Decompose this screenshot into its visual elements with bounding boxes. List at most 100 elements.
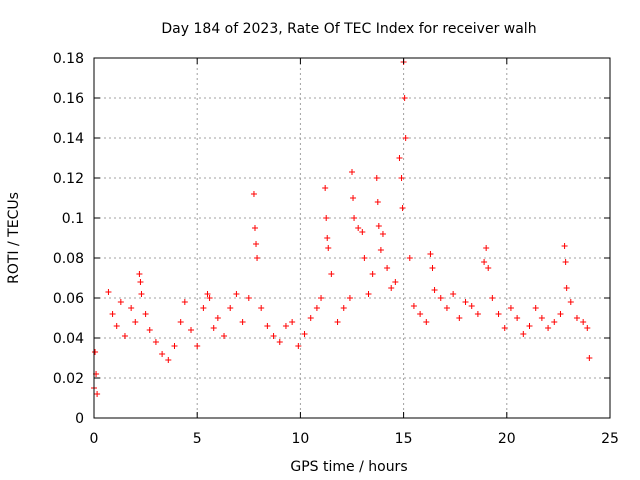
- data-point: [410, 303, 417, 309]
- data-point: [227, 305, 234, 311]
- data-point: [323, 215, 330, 221]
- data-point: [349, 169, 355, 175]
- data-point: [532, 305, 539, 311]
- y-tick-label: 0.16: [53, 91, 84, 107]
- data-point: [233, 291, 240, 297]
- data-point: [485, 265, 492, 271]
- data-point: [567, 299, 574, 305]
- data-point: [171, 343, 178, 349]
- data-point: [194, 343, 201, 349]
- data-point: [350, 195, 357, 201]
- x-tick-label: 25: [601, 431, 619, 447]
- data-point: [462, 299, 469, 305]
- data-point: [369, 271, 376, 277]
- data-point: [365, 291, 372, 297]
- data-point: [429, 265, 436, 271]
- data-point: [177, 319, 184, 325]
- data-point: [307, 315, 314, 321]
- data-point: [128, 305, 135, 311]
- data-points: [91, 59, 593, 397]
- data-point: [375, 223, 382, 229]
- data-point: [580, 319, 587, 325]
- data-point: [250, 191, 257, 197]
- data-point: [392, 279, 399, 285]
- data-point: [377, 247, 384, 253]
- data-point: [538, 315, 545, 321]
- data-point: [443, 305, 450, 311]
- data-point: [562, 259, 569, 265]
- y-tick-label: 0.1: [62, 211, 84, 227]
- y-tick-label: 0.04: [53, 331, 84, 347]
- y-tick-label: 0.18: [53, 51, 84, 67]
- data-point: [289, 319, 296, 325]
- data-point: [507, 305, 514, 311]
- data-point: [437, 295, 444, 301]
- data-point: [251, 225, 258, 231]
- data-point: [138, 291, 145, 297]
- data-point: [396, 155, 403, 161]
- data-point: [361, 255, 368, 261]
- data-point: [295, 343, 302, 349]
- data-point: [526, 323, 533, 329]
- data-point: [401, 95, 408, 101]
- data-point: [573, 315, 580, 321]
- data-point: [152, 339, 159, 345]
- y-tick-label: 0.14: [53, 131, 84, 147]
- data-point: [399, 205, 406, 211]
- y-tick-label: 0.08: [53, 251, 84, 267]
- data-point: [324, 235, 331, 241]
- data-point: [468, 303, 475, 309]
- data-point: [489, 295, 496, 301]
- data-point: [483, 245, 490, 251]
- y-tick-label: 0.02: [53, 371, 84, 387]
- data-point: [165, 357, 172, 363]
- data-point: [159, 351, 166, 357]
- data-point: [239, 319, 246, 325]
- data-point: [514, 315, 521, 321]
- data-point: [481, 259, 488, 265]
- data-point: [373, 175, 380, 181]
- data-point: [92, 349, 99, 355]
- data-point: [245, 295, 252, 301]
- data-point: [254, 255, 261, 261]
- x-tick-label: 10: [291, 431, 309, 447]
- x-tick-label: 15: [395, 431, 413, 447]
- y-tick-label: 0.06: [53, 291, 84, 307]
- data-point: [325, 245, 332, 251]
- data-point: [221, 333, 228, 339]
- data-point: [313, 305, 320, 311]
- data-point: [501, 325, 508, 331]
- data-point: [200, 305, 207, 311]
- data-point: [351, 215, 358, 221]
- data-point: [520, 331, 527, 337]
- data-point: [301, 331, 308, 337]
- plot-frame: [93, 57, 611, 419]
- data-point: [109, 311, 116, 317]
- y-axis-title: ROTI / TECUs: [6, 192, 22, 284]
- data-point: [258, 305, 265, 311]
- data-point: [417, 311, 424, 317]
- data-point: [545, 325, 552, 331]
- data-point: [557, 311, 564, 317]
- data-point: [346, 295, 353, 301]
- data-point: [551, 319, 558, 325]
- data-point: [427, 251, 434, 257]
- data-point: [328, 271, 335, 277]
- data-point: [94, 391, 101, 397]
- data-point: [121, 333, 128, 339]
- data-point: [374, 199, 381, 205]
- data-point: [322, 185, 329, 191]
- data-point: [137, 279, 144, 285]
- data-point: [117, 299, 124, 305]
- data-point: [379, 231, 386, 237]
- x-axis-title: GPS time / hours: [290, 459, 407, 475]
- axis-ticks: 0 0.02 0.04 0.06 0.08 0.1 0.12 0.14 0.16 0.18 0 5 10…: [53, 51, 619, 447]
- data-point: [456, 315, 463, 321]
- data-point: [584, 325, 591, 331]
- data-point: [146, 327, 153, 333]
- data-point: [318, 295, 325, 301]
- data-point: [204, 291, 211, 297]
- grid-lines: [94, 58, 610, 418]
- data-point: [359, 229, 366, 235]
